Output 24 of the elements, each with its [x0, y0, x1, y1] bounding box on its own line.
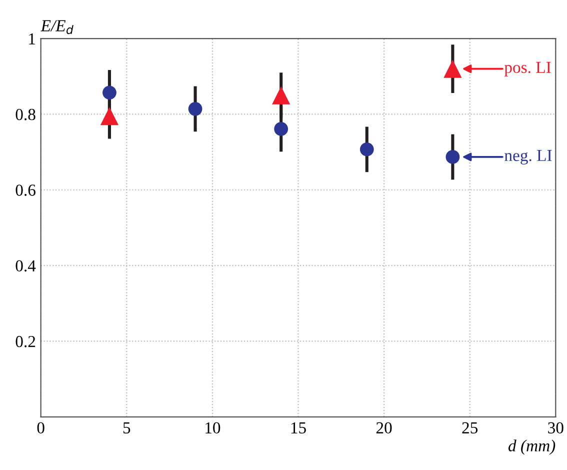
x-tick-label: 10: [206, 422, 220, 434]
point: [274, 122, 288, 136]
x-axis-title: d (mm): [508, 440, 556, 455]
point: [272, 86, 290, 104]
annotation: neg. LI: [504, 150, 552, 165]
point: [188, 102, 202, 116]
x-tick-label: 5: [123, 422, 130, 434]
x-tick-label: 25: [462, 422, 478, 434]
y-tick-label: 0.2: [16, 336, 36, 348]
point: [360, 142, 374, 156]
y-tick-label: 0.8: [16, 108, 36, 120]
y-tick-label: 0.6: [16, 184, 36, 196]
y-tick-label: 1: [29, 33, 35, 44]
point: [444, 60, 462, 78]
y-tick-label: 0.4: [16, 260, 36, 272]
annotation: pos. LI: [504, 62, 551, 76]
point: [100, 107, 119, 126]
point: [102, 86, 116, 100]
x-tick-label: 0: [37, 422, 44, 434]
point: [446, 150, 460, 164]
x-tick-label: 30: [548, 422, 564, 434]
x-tick-label: 15: [291, 422, 306, 434]
y-axis-title: E/E$_{d}$: [40, 20, 74, 34]
x-tick-label: 20: [376, 422, 392, 434]
